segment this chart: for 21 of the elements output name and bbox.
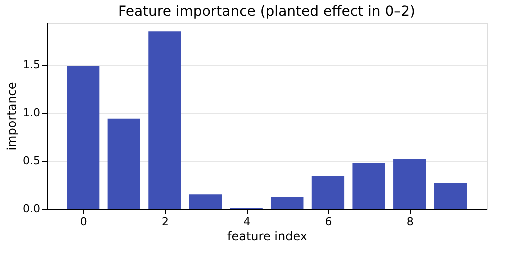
y-axis-title: importance <box>5 82 20 151</box>
x-tick-label: 8 <box>406 216 414 228</box>
y-tick-label: 1.5 <box>23 58 40 72</box>
x-tick-label: 0 <box>80 216 88 228</box>
x-tick-label: 6 <box>325 216 332 228</box>
bar <box>148 32 182 209</box>
bar <box>189 194 222 209</box>
bar <box>394 159 426 209</box>
x-tick-label: 2 <box>162 216 169 228</box>
bar <box>312 176 345 209</box>
bar <box>434 183 467 209</box>
x-axis-title: feature index <box>228 230 308 244</box>
y-tick-label: 0.5 <box>23 154 40 168</box>
y-tick-label: 1.0 <box>23 106 40 120</box>
y-tick-label: 0.0 <box>23 202 40 216</box>
bar <box>352 162 386 209</box>
x-tick-label: 4 <box>244 216 251 228</box>
bar <box>108 118 140 209</box>
bar <box>67 66 100 209</box>
bar <box>271 197 304 209</box>
chart-title: Feature importance (planted effect in 0–2) <box>118 4 416 20</box>
